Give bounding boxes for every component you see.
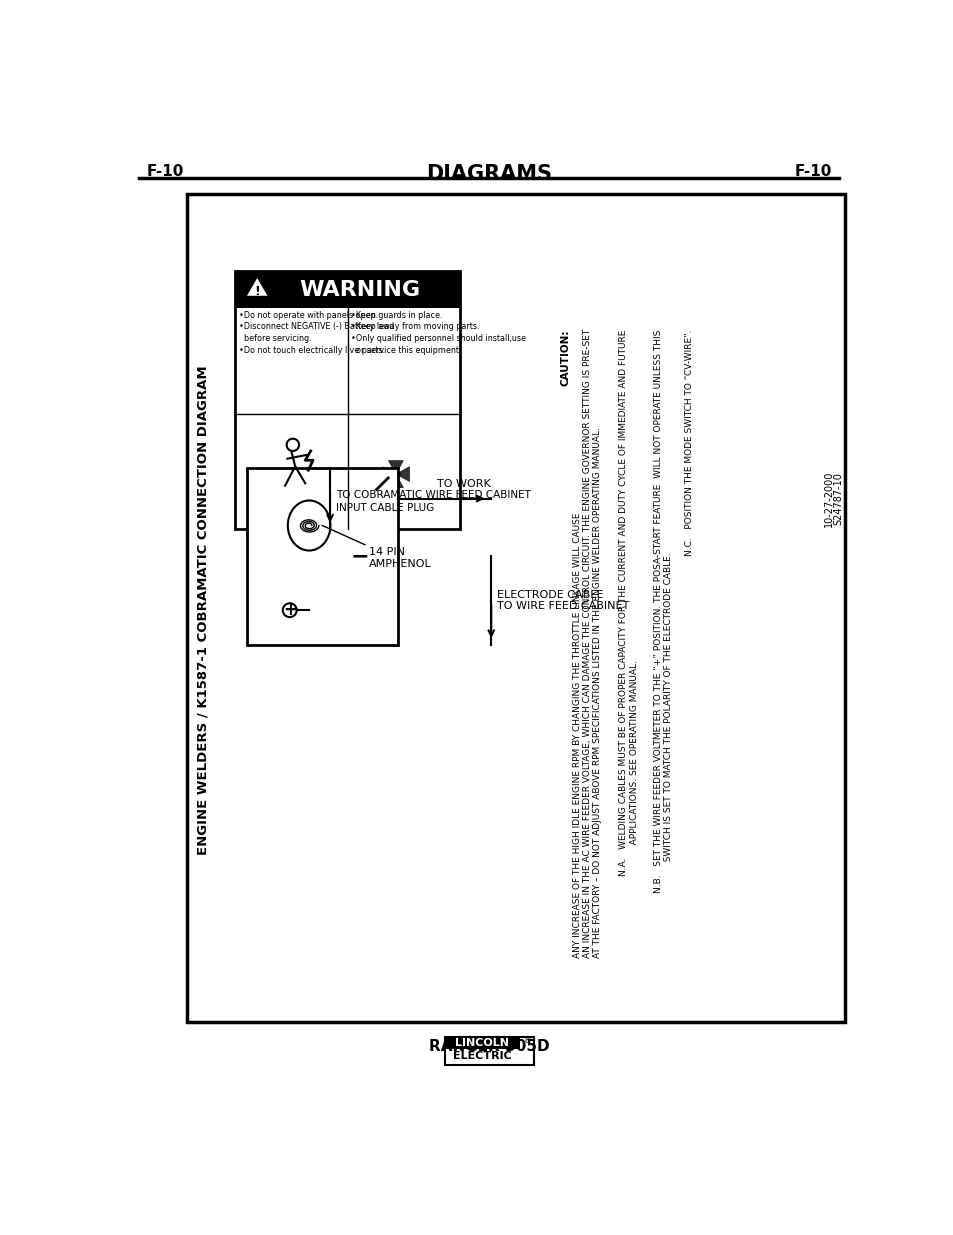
Polygon shape: [388, 474, 403, 488]
Text: F-10: F-10: [794, 163, 831, 179]
Text: TO COBRAMATIC WIRE FEED CABINET: TO COBRAMATIC WIRE FEED CABINET: [335, 490, 531, 500]
Text: !: !: [254, 285, 260, 298]
Text: •Keep guards in place.
•Keep away from moving parts.
•Only qualified personnel s: •Keep guards in place. •Keep away from m…: [351, 311, 525, 356]
Bar: [235, 272, 459, 309]
Text: F-10: F-10: [146, 163, 184, 179]
Text: ELECTRIC: ELECTRIC: [452, 1051, 511, 1061]
Text: N.B.   SET THE WIRE FEEDER VOLTMETER TO THE “+” POSITION. THE POSA-START FEATURE: N.B. SET THE WIRE FEEDER VOLTMETER TO TH…: [654, 330, 673, 893]
Text: 14 PIN: 14 PIN: [369, 547, 404, 557]
Circle shape: [392, 471, 399, 478]
Text: TO WIRE FEED CABINET: TO WIRE FEED CABINET: [497, 601, 629, 611]
Text: ®: ®: [523, 1036, 531, 1045]
Text: 10-27-2000: 10-27-2000: [823, 471, 833, 527]
Text: ELECTRODE CABLE: ELECTRODE CABLE: [497, 590, 603, 600]
Text: −: −: [350, 546, 369, 567]
Polygon shape: [245, 275, 269, 296]
Bar: [187, 194, 843, 1023]
Polygon shape: [388, 461, 403, 474]
Text: DIAGRAMS: DIAGRAMS: [425, 163, 552, 184]
Text: INPUT CABLE PLUG: INPUT CABLE PLUG: [335, 503, 434, 513]
Bar: [444, 1036, 519, 1049]
Text: N.C.   POSITION THE MODE SWITCH TO “CV-WIRE”.: N.C. POSITION THE MODE SWITCH TO “CV-WIR…: [684, 330, 693, 556]
Text: CAUTION:: CAUTION:: [560, 330, 571, 385]
Text: TO WORK: TO WORK: [436, 479, 491, 489]
Text: N.A.   WELDING CABLES MUST BE OF PROPER CAPACITY FOR THE CURRENT AND DUTY CYCLE : N.A. WELDING CABLES MUST BE OF PROPER CA…: [618, 330, 638, 876]
Bar: [247, 468, 397, 645]
Text: LINCOLN: LINCOLN: [455, 1037, 508, 1049]
Text: +: +: [282, 601, 296, 619]
Text: ENGINE WELDERS / K1587-1 COBRAMATIC CONNECTION DIAGRAM: ENGINE WELDERS / K1587-1 COBRAMATIC CONN…: [196, 366, 210, 855]
Text: RANGER 305D: RANGER 305D: [428, 1039, 549, 1055]
Text: AMPHENOL: AMPHENOL: [369, 559, 431, 569]
Polygon shape: [382, 467, 395, 482]
Text: •Do not operate with panels open.
•Disconnect NEGATIVE (-) Battery lead
  before: •Do not operate with panels open. •Disco…: [238, 311, 394, 356]
Bar: [235, 272, 459, 530]
Text: WARNING: WARNING: [298, 280, 419, 300]
Text: ANY INCREASE OF THE HIGH IDLE ENGINE RPM BY CHANGING THE THROTTLE LINKAGE WILL C: ANY INCREASE OF THE HIGH IDLE ENGINE RPM…: [572, 330, 601, 958]
Polygon shape: [395, 467, 409, 482]
Text: S24787-10: S24787-10: [833, 472, 842, 525]
Bar: [444, 1036, 534, 1065]
